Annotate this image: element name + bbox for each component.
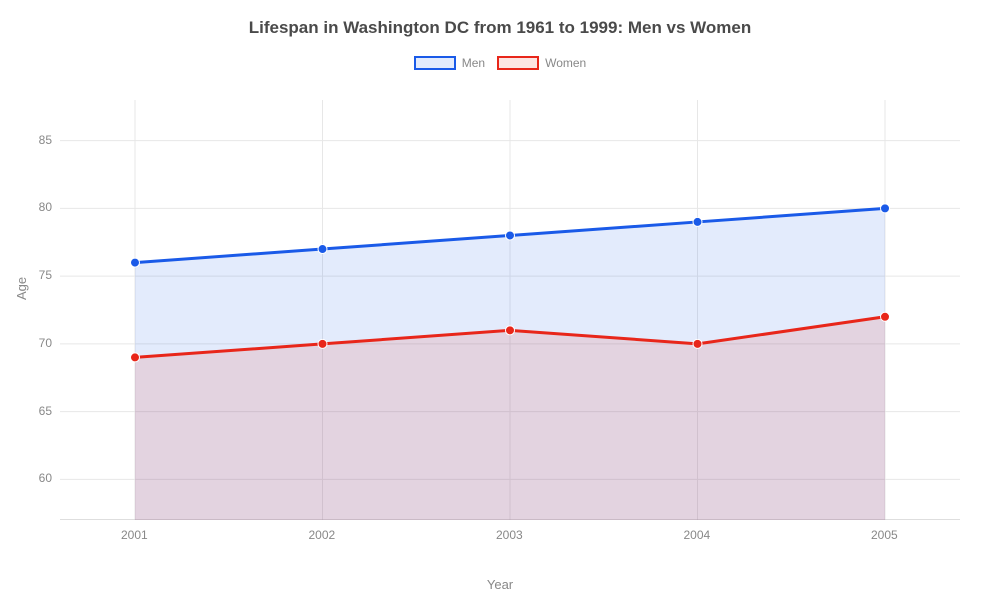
x-tick-label: 2004 bbox=[684, 528, 711, 542]
marker-men[interactable] bbox=[131, 258, 140, 267]
y-tick-label: 70 bbox=[39, 336, 52, 350]
y-tick-label: 85 bbox=[39, 133, 52, 147]
legend-swatch-women bbox=[497, 56, 539, 70]
y-tick-label: 65 bbox=[39, 404, 52, 418]
marker-women[interactable] bbox=[506, 326, 515, 335]
y-tick-label: 80 bbox=[39, 200, 52, 214]
marker-women[interactable] bbox=[318, 339, 327, 348]
marker-men[interactable] bbox=[506, 231, 515, 240]
marker-men[interactable] bbox=[318, 245, 327, 254]
x-axis-label: Year bbox=[0, 577, 1000, 592]
marker-women[interactable] bbox=[131, 353, 140, 362]
y-tick-label: 75 bbox=[39, 268, 52, 282]
chart-title: Lifespan in Washington DC from 1961 to 1… bbox=[0, 0, 1000, 38]
x-tick-label: 2003 bbox=[496, 528, 523, 542]
marker-women[interactable] bbox=[693, 339, 702, 348]
y-tick-label: 60 bbox=[39, 471, 52, 485]
legend-item-women[interactable]: Women bbox=[497, 56, 586, 70]
x-tick-label: 2002 bbox=[309, 528, 336, 542]
legend-label-women: Women bbox=[545, 56, 586, 70]
legend-label-men: Men bbox=[462, 56, 485, 70]
y-axis-label: Age bbox=[14, 277, 29, 300]
marker-women[interactable] bbox=[881, 312, 890, 321]
marker-men[interactable] bbox=[881, 204, 890, 213]
x-tick-label: 2005 bbox=[871, 528, 898, 542]
marker-men[interactable] bbox=[693, 217, 702, 226]
legend: Men Women bbox=[0, 56, 1000, 70]
chart-container: Lifespan in Washington DC from 1961 to 1… bbox=[0, 0, 1000, 600]
plot-area bbox=[60, 100, 960, 520]
x-tick-label: 2001 bbox=[121, 528, 148, 542]
legend-item-men[interactable]: Men bbox=[414, 56, 485, 70]
legend-swatch-men bbox=[414, 56, 456, 70]
